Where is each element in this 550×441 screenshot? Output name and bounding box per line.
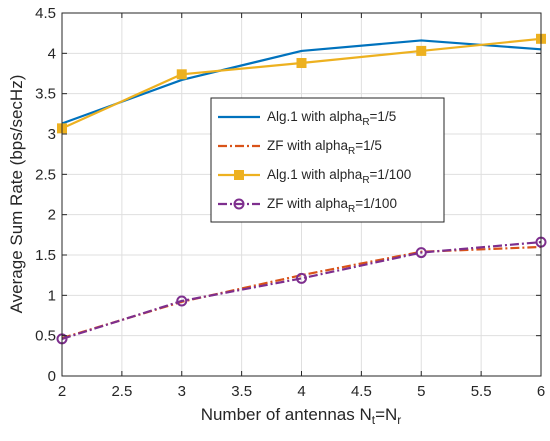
series-line-1 — [61, 39, 542, 125]
x-tick-label: 2 — [58, 383, 66, 400]
series-4-point — [296, 272, 307, 284]
legend-entry-3: Alg.1 with alphaR=1/100 — [267, 167, 411, 186]
series-3-point — [296, 58, 307, 69]
x-axis-label: Number of antennas Nt=Nr — [201, 405, 402, 427]
y-tick-label: 2.5 — [35, 166, 56, 183]
legend-marker-3 — [234, 170, 244, 180]
x-tick-label: 4 — [297, 383, 305, 400]
y-tick-label: 4.5 — [35, 5, 56, 22]
x-axis-label-mid: =N — [375, 405, 397, 424]
x-axis-label-sub2: r — [397, 413, 401, 427]
ticks: 2 2.5 3 3.5 4 4.5 5 5.5 6 0 0.5 1 1.5 2 2.5 3 3.5 4 4.5 — [35, 5, 545, 400]
x-tick-label: 5 — [417, 383, 425, 400]
series-line-4 — [61, 240, 542, 340]
series-3-point — [416, 45, 427, 56]
y-tick-label: 0 — [48, 368, 56, 385]
y-tick-label: 0.5 — [35, 328, 56, 345]
y-axis-label: Average Sum Rate (bps/secHz) — [7, 75, 26, 314]
series-4-point — [415, 247, 427, 259]
x-tick-label: 4.5 — [351, 383, 372, 400]
x-axis-label-sub1: t — [372, 413, 376, 427]
y-tick-label: 3.5 — [35, 86, 56, 103]
y-tick-label: 1 — [48, 287, 56, 304]
x-tick-label: 2.5 — [111, 383, 132, 400]
y-tick-label: 3 — [48, 126, 56, 143]
y-tick-label: 1.5 — [35, 247, 56, 264]
legend-entry-2: ZF with alphaR=1/5 — [267, 138, 382, 157]
x-tick-label: 3.5 — [231, 383, 252, 400]
x-tick-label: 6 — [537, 383, 545, 400]
series-4-point — [176, 295, 188, 307]
legend-box — [210, 97, 445, 223]
x-tick-label: 5.5 — [471, 383, 492, 400]
y-tick-label: 4 — [48, 45, 56, 62]
x-tick-label: 3 — [178, 383, 186, 400]
legend: Alg.1 with alphaR=1/5 ZF with alphaR=1/5 A… — [210, 97, 445, 223]
legend-entry-1: Alg.1 with alphaR=1/5 — [267, 109, 396, 128]
y-tick-label: 2 — [48, 207, 56, 224]
series-3-point — [176, 69, 187, 80]
legend-marker-4 — [233, 198, 245, 210]
legend-entry-4: ZF with alphaR=1/100 — [267, 196, 397, 215]
